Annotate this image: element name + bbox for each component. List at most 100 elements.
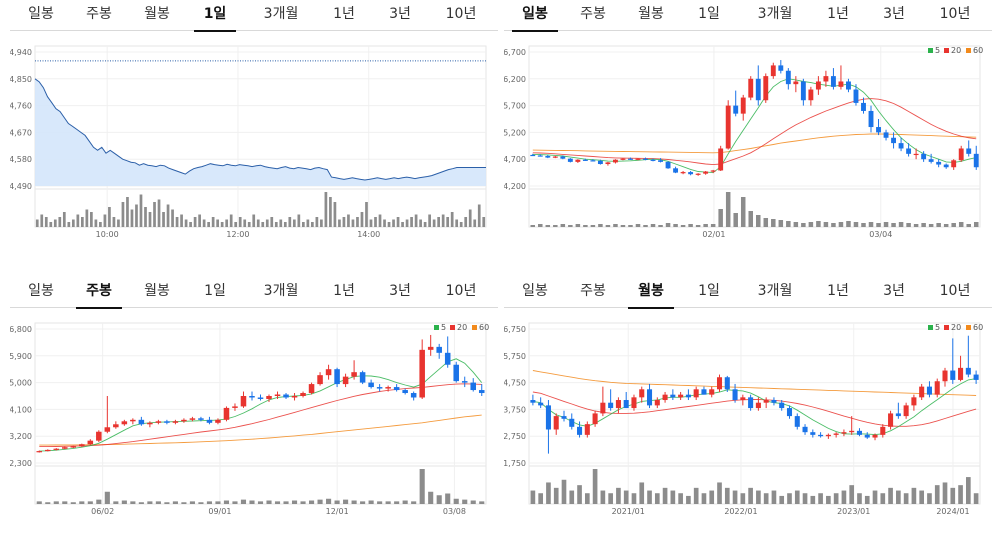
volume-bar (818, 493, 823, 504)
candle-body (650, 159, 656, 161)
candle-body (44, 449, 51, 452)
plot-frame (528, 322, 981, 505)
candle-body (725, 105, 731, 149)
candle-body (113, 424, 119, 428)
volume-bar (234, 222, 238, 227)
candle-body (898, 143, 904, 149)
tab-3년[interactable]: 3년 (389, 6, 411, 22)
tab-3개월[interactable]: 3개월 (757, 283, 793, 299)
tab-1년[interactable]: 1년 (333, 6, 355, 22)
tab-일봉[interactable]: 일봉 (28, 283, 54, 299)
tab-3개월[interactable]: 3개월 (757, 6, 793, 22)
candle-body (577, 426, 583, 435)
tab-주봉[interactable]: 주봉 (580, 283, 606, 299)
tab-주봉[interactable]: 주봉 (580, 6, 606, 22)
legend-swatch (944, 48, 949, 53)
volume-bar (680, 225, 686, 227)
tab-1일[interactable]: 1일 (698, 283, 720, 299)
volume-bar (103, 214, 107, 227)
tab-10년[interactable]: 10년 (939, 6, 971, 22)
candle-body (36, 451, 43, 453)
volume-bar (973, 222, 979, 227)
y-tick-label: 4,670 (10, 128, 32, 137)
volume-bar (665, 223, 671, 227)
tab-일봉[interactable]: 일봉 (512, 0, 558, 32)
volume-bar (351, 219, 355, 227)
candle-body (936, 161, 942, 165)
candle-body (612, 159, 618, 163)
tab-1년[interactable]: 1년 (333, 283, 355, 299)
tab-3개월[interactable]: 3개월 (263, 6, 299, 22)
volume-bar (872, 490, 878, 504)
tab-10년[interactable]: 10년 (445, 283, 477, 299)
candle-body (943, 164, 949, 168)
volume-bar (180, 214, 183, 227)
volume-bar (365, 202, 368, 227)
candle-body (608, 402, 614, 409)
volume-bar (53, 501, 59, 504)
candle-body (786, 408, 793, 417)
y-tick-label: 5,900 (10, 352, 32, 361)
volume-bar (794, 490, 800, 504)
tab-월봉[interactable]: 월봉 (638, 6, 664, 22)
candle-body (710, 170, 716, 172)
volume-bar (560, 224, 566, 227)
volume-bar (654, 493, 660, 504)
tab-주봉[interactable]: 주봉 (76, 277, 122, 309)
volume-bar (423, 222, 427, 227)
volume-bar (958, 222, 964, 227)
candle-body (958, 367, 964, 380)
candle-body (368, 382, 374, 388)
candle-body (70, 446, 77, 448)
tab-3년[interactable]: 3년 (883, 6, 905, 22)
tab-1일[interactable]: 1일 (194, 0, 236, 32)
volume-bar (249, 500, 255, 504)
tab-월봉[interactable]: 월봉 (144, 6, 170, 22)
candle-body (232, 406, 238, 408)
volume-bar (577, 485, 582, 504)
tab-주봉[interactable]: 주봉 (86, 6, 112, 22)
tab-1일[interactable]: 1일 (698, 6, 720, 22)
tab-1년[interactable]: 1년 (827, 6, 849, 22)
tab-월봉[interactable]: 월봉 (628, 277, 674, 309)
candle-body (793, 81, 799, 85)
candle-body (453, 364, 459, 382)
tab-1일[interactable]: 1일 (204, 283, 226, 299)
volume-bar (329, 197, 332, 227)
volume-bar (283, 501, 289, 504)
volume-bar (419, 219, 422, 227)
tab-일봉[interactable]: 일봉 (28, 6, 54, 22)
tab-10년[interactable]: 10년 (445, 6, 477, 22)
candle-body (951, 160, 957, 168)
candle-body (172, 421, 179, 423)
ma5-line (39, 358, 483, 452)
volume-bar (198, 502, 204, 504)
tab-3개월[interactable]: 3개월 (263, 283, 299, 299)
tab-월봉[interactable]: 월봉 (144, 283, 170, 299)
tab-일봉[interactable]: 일봉 (522, 283, 548, 299)
volume-bar (360, 501, 366, 504)
tab-3년[interactable]: 3년 (883, 283, 905, 299)
volume-bar (320, 219, 323, 227)
period-tabs: 일봉 주봉 월봉 1일 3개월 1년 3년 10년 (10, 277, 498, 309)
candle-body (249, 396, 255, 398)
volume-bar (53, 219, 57, 227)
volume-bar (575, 224, 581, 227)
tab-10년[interactable]: 10년 (939, 283, 971, 299)
volume-bar (121, 202, 125, 227)
volume-bar (342, 217, 346, 227)
candle-body (597, 160, 603, 165)
candle-body (478, 390, 485, 394)
volume-bar (324, 192, 328, 227)
volume-bar (383, 219, 386, 227)
volume-bar (635, 224, 641, 227)
chart-panel-daily: 일봉 주봉 월봉 1일 3개월 1년 3년 10년 6,700 6,200 5,700 5,200 4… (504, 0, 992, 262)
volume-bar (927, 493, 932, 504)
plot-frame (34, 45, 487, 228)
tab-3년[interactable]: 3년 (389, 283, 411, 299)
candle-body (79, 444, 85, 447)
tab-1년[interactable]: 1년 (827, 283, 849, 299)
volume-bar (157, 199, 161, 227)
volume-bar (232, 501, 238, 504)
candle-body (635, 158, 641, 160)
